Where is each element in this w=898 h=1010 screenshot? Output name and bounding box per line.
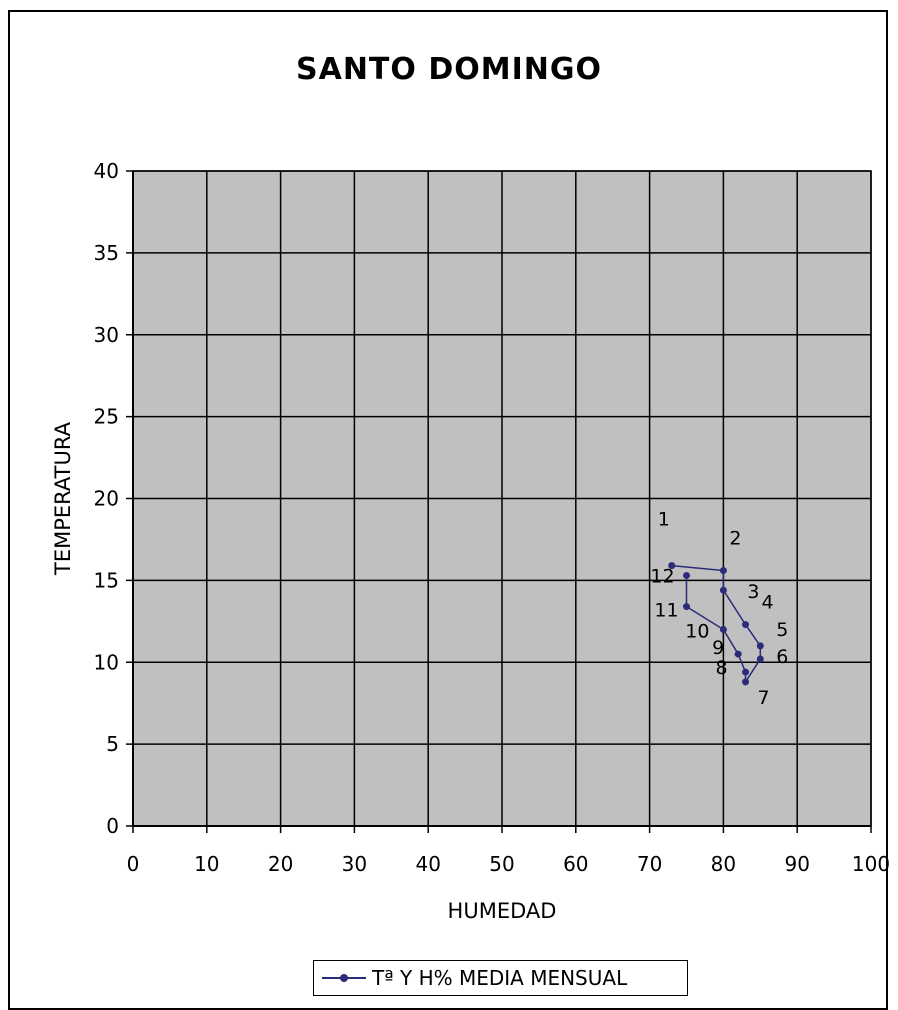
x-tick-label: 20 <box>268 852 293 876</box>
y-tick-label: 30 <box>94 323 119 347</box>
x-tick-label: 0 <box>127 852 140 876</box>
data-point-4 <box>742 621 750 629</box>
x-tick-label: 40 <box>415 852 440 876</box>
y-tick-label: 40 <box>94 159 119 183</box>
y-tick-label: 20 <box>94 487 119 511</box>
y-tick-label: 10 <box>94 650 119 674</box>
y-tick-label: 5 <box>106 732 119 756</box>
data-label-10: 10 <box>685 621 709 643</box>
data-point-12 <box>683 571 690 579</box>
data-point-9 <box>734 650 742 658</box>
data-point-1 <box>668 562 676 570</box>
x-tick-label: 10 <box>194 852 219 876</box>
legend-series-marker <box>322 971 366 985</box>
x-tick-label: 70 <box>637 852 662 876</box>
x-tick-label: 50 <box>489 852 514 876</box>
y-axis-title: TEMPERATURA <box>51 421 75 576</box>
data-label-11: 11 <box>654 600 678 622</box>
data-point-3 <box>719 586 727 594</box>
data-point-7 <box>742 678 750 686</box>
x-tick-label: 80 <box>711 852 736 876</box>
x-tick-label: 100 <box>852 852 890 876</box>
legend-series-label: Tª Y H% MEDIA MENSUAL <box>372 966 628 990</box>
data-label-9: 9 <box>712 637 724 659</box>
data-point-11 <box>683 603 690 611</box>
y-tick-label: 0 <box>106 814 119 838</box>
data-label-1: 1 <box>658 509 670 531</box>
data-label-7: 7 <box>757 687 769 709</box>
legend: Tª Y H% MEDIA MENSUAL <box>313 960 688 996</box>
data-point-10 <box>719 626 727 633</box>
data-label-4: 4 <box>761 592 773 614</box>
x-tick-label: 60 <box>563 852 588 876</box>
data-label-8: 8 <box>715 657 727 679</box>
x-axis-title: HUMEDAD <box>448 899 557 923</box>
x-tick-label: 30 <box>342 852 367 876</box>
chart-title: SANTO DOMINGO <box>296 52 602 87</box>
data-point-8 <box>742 668 750 676</box>
y-tick-label: 35 <box>94 241 119 265</box>
x-tick-label: 90 <box>784 852 809 876</box>
data-label-6: 6 <box>776 646 788 668</box>
data-label-12: 12 <box>650 565 674 587</box>
data-point-5 <box>756 642 764 650</box>
y-tick-label: 15 <box>94 568 119 592</box>
data-point-6 <box>756 655 764 663</box>
data-label-2: 2 <box>729 528 741 550</box>
data-point-2 <box>719 567 727 575</box>
data-label-5: 5 <box>776 619 788 641</box>
y-tick-label: 25 <box>94 405 119 429</box>
data-label-3: 3 <box>747 581 759 603</box>
